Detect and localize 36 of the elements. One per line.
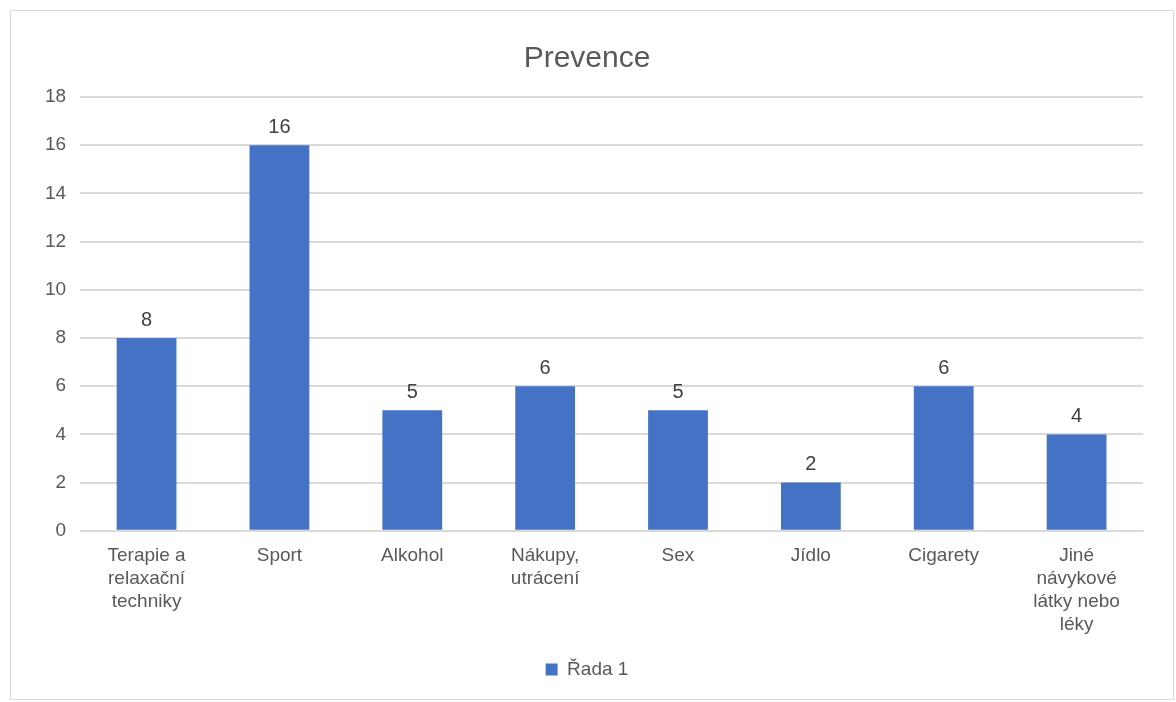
x-tick-label: Nákupy, utrácení	[510, 544, 581, 589]
data-label: 8	[141, 307, 153, 330]
bar	[382, 410, 443, 530]
bar	[1046, 434, 1107, 530]
y-tick-label: 2	[55, 470, 67, 492]
x-tick-label: Jídlo	[790, 544, 831, 566]
y-tick-label: 6	[55, 374, 67, 396]
chart-title: Prevence	[523, 40, 651, 74]
y-tick-label: 18	[44, 85, 67, 107]
y-tick-label: 8	[55, 326, 67, 348]
data-label: 6	[539, 355, 551, 378]
y-tick-label: 4	[55, 422, 67, 444]
y-tick-label: 12	[44, 229, 67, 251]
bar	[913, 386, 974, 530]
x-tick-label: Sex	[661, 544, 695, 566]
y-tick-label: 10	[44, 278, 67, 300]
bar	[780, 482, 841, 530]
x-tick-label: Cigarety	[908, 544, 980, 566]
bar	[249, 145, 310, 530]
bar	[116, 338, 177, 530]
legend-label: Řada 1	[567, 657, 629, 679]
data-label: 4	[1071, 403, 1083, 426]
y-tick-label: 0	[55, 519, 67, 541]
data-label: 16	[268, 114, 291, 137]
y-tick-label: 16	[44, 133, 67, 155]
x-tick-label: Alkohol	[381, 544, 444, 566]
bar	[648, 410, 708, 530]
data-label: 5	[406, 379, 418, 402]
y-tick-label: 14	[44, 181, 67, 203]
data-label: 2	[805, 452, 817, 475]
x-tick-label: Sport	[256, 544, 303, 566]
x-tick-label: Terapie a relaxační techniky	[107, 544, 187, 612]
bar	[515, 386, 576, 530]
data-label: 5	[672, 379, 684, 402]
x-tick-label: Jiné návykové látky nebo léky	[1033, 544, 1120, 634]
data-label: 6	[938, 355, 950, 378]
